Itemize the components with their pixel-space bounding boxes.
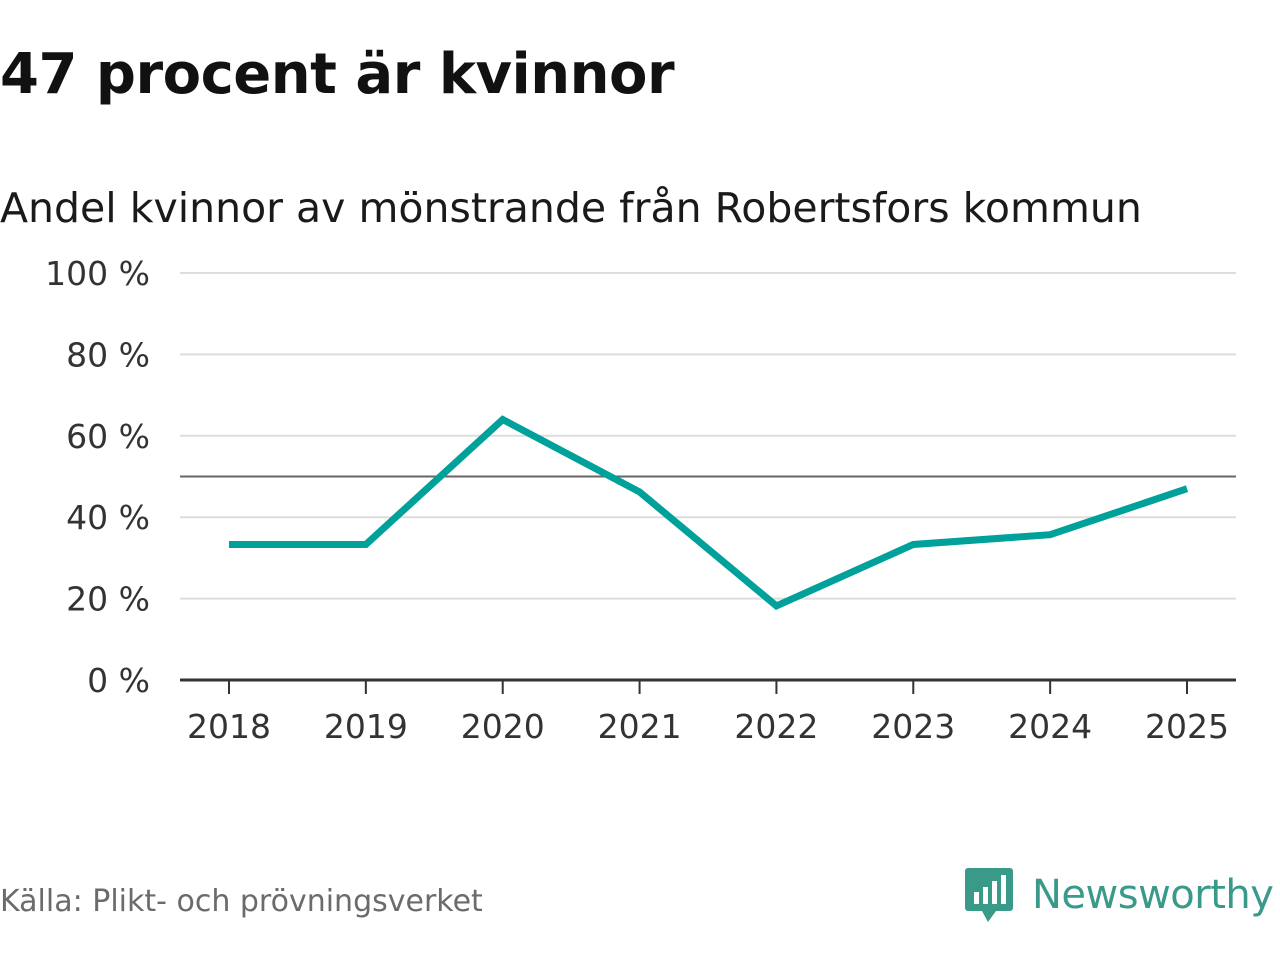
chart-title: 47 procent är kvinnor — [0, 42, 675, 107]
series-group — [228, 415, 1189, 611]
brand-name: Newsworthy — [1032, 872, 1274, 918]
x-axis — [180, 678, 1236, 694]
brand-logo: Newsworthy — [964, 866, 1274, 924]
x-tick-label: 2019 — [324, 707, 408, 746]
y-tick-label: 60 % — [66, 417, 150, 456]
y-tick-label: 20 % — [66, 580, 150, 619]
x-tick-label: 2018 — [187, 707, 271, 746]
source-note: Källa: Plikt- och prövningsverket — [0, 884, 483, 919]
x-tick-label: 2022 — [734, 707, 818, 746]
newsworthy-logo-icon — [965, 868, 1013, 922]
x-tick-label: 2023 — [871, 707, 955, 746]
x-tick-label: 2024 — [1008, 707, 1092, 746]
chart-subtitle: Andel kvinnor av mönstrande från Roberts… — [0, 184, 1142, 232]
series-line — [229, 415, 1189, 611]
y-axis-labels: 0 % 20 % 40 % 60 % 80 % 100 % — [45, 254, 150, 700]
y-tick-label: 80 % — [66, 335, 150, 374]
y-tick-label: 100 % — [45, 254, 150, 293]
x-axis-labels: 2018 2019 2020 2021 2022 2023 2024 2025 — [187, 707, 1229, 746]
x-tick-label: 2020 — [461, 707, 545, 746]
x-tick-label: 2025 — [1145, 707, 1229, 746]
y-tick-label: 40 % — [66, 498, 150, 537]
gridlines — [180, 272, 1236, 600]
x-tick-label: 2021 — [598, 707, 682, 746]
y-tick-label: 0 % — [87, 661, 150, 700]
